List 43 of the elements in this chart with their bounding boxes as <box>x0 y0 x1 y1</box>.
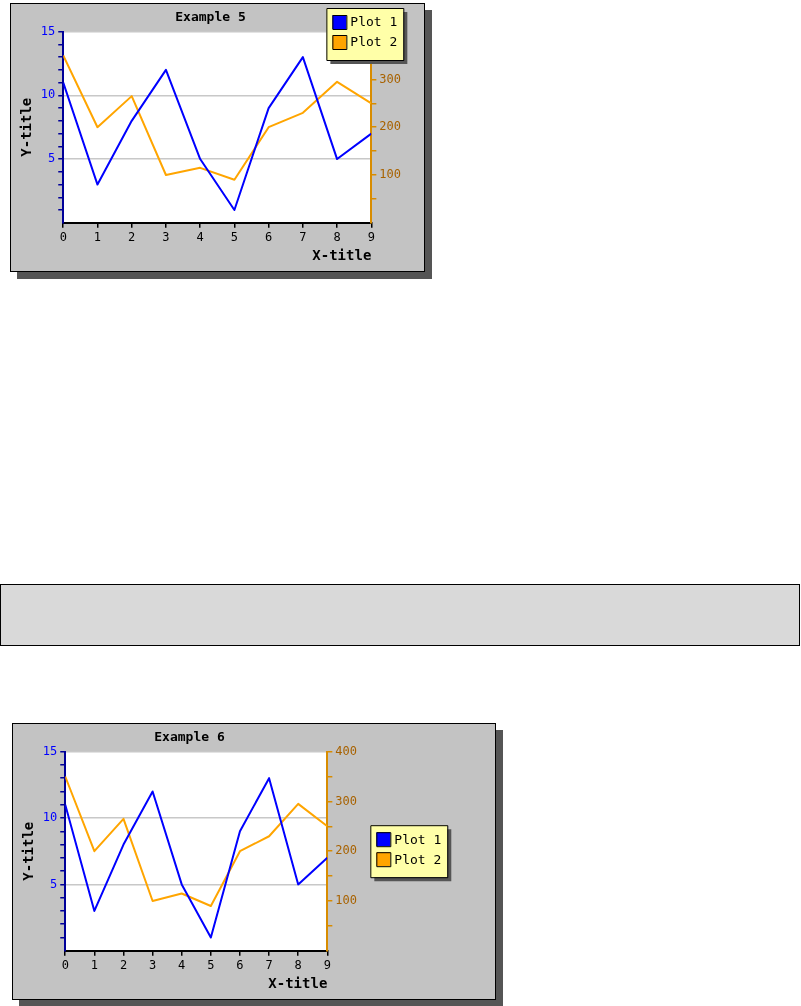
x-tick-label: 7 <box>299 230 307 245</box>
x-tick-label: 8 <box>333 230 341 245</box>
chart-title: Example 6 <box>154 729 225 745</box>
x-tick-label: 0 <box>61 958 69 973</box>
x-tick-label: 1 <box>93 230 102 245</box>
legend-label: Plot 2 <box>394 851 442 867</box>
y-tick-label: 10 <box>42 810 58 825</box>
y-axis-title: Y-title <box>20 821 37 881</box>
y-tick-label: 15 <box>40 23 56 38</box>
y2-tick-label: 200 <box>335 843 358 858</box>
x-tick-label: 6 <box>236 958 244 973</box>
x-axis-title: X-title <box>268 975 328 992</box>
y2-tick-label: 300 <box>335 793 358 808</box>
x-tick-label: 0 <box>59 230 67 245</box>
x-tick-label: 5 <box>207 958 215 973</box>
x-tick-label: 7 <box>265 958 273 973</box>
x-tick-label: 4 <box>196 230 204 245</box>
y-tick-label: 5 <box>50 876 58 891</box>
y2-tick-label: 200 <box>379 119 402 134</box>
x-axis-title: X-title <box>312 247 372 264</box>
x-tick-label: 9 <box>323 958 331 973</box>
y2-tick-label: 100 <box>379 167 402 182</box>
x-tick-label: 4 <box>178 958 186 973</box>
legend-label: Plot 1 <box>394 831 442 847</box>
x-tick-label: 3 <box>148 958 157 973</box>
legend-label: Plot 1 <box>350 14 398 30</box>
x-tick-label: 3 <box>162 230 170 245</box>
x-tick-label: 2 <box>128 230 136 245</box>
y2-tick-label: 400 <box>335 743 358 758</box>
x-tick-label: 6 <box>265 230 273 245</box>
y-axis-title: Y-title <box>18 97 35 157</box>
legend-label: Plot 2 <box>350 34 398 50</box>
x-tick-label: 2 <box>119 958 128 973</box>
x-tick-label: 9 <box>367 230 375 245</box>
y2-tick-label: 100 <box>335 893 358 908</box>
x-tick-label: 8 <box>294 958 302 973</box>
y2-tick-label: 300 <box>379 71 402 86</box>
y-tick-label: 15 <box>42 743 58 758</box>
y-tick-label: 10 <box>40 87 56 102</box>
x-tick-label: 5 <box>230 230 239 245</box>
x-tick-label: 1 <box>90 958 98 973</box>
y-tick-label: 5 <box>48 151 56 166</box>
chart-title: Example 5 <box>175 9 246 25</box>
